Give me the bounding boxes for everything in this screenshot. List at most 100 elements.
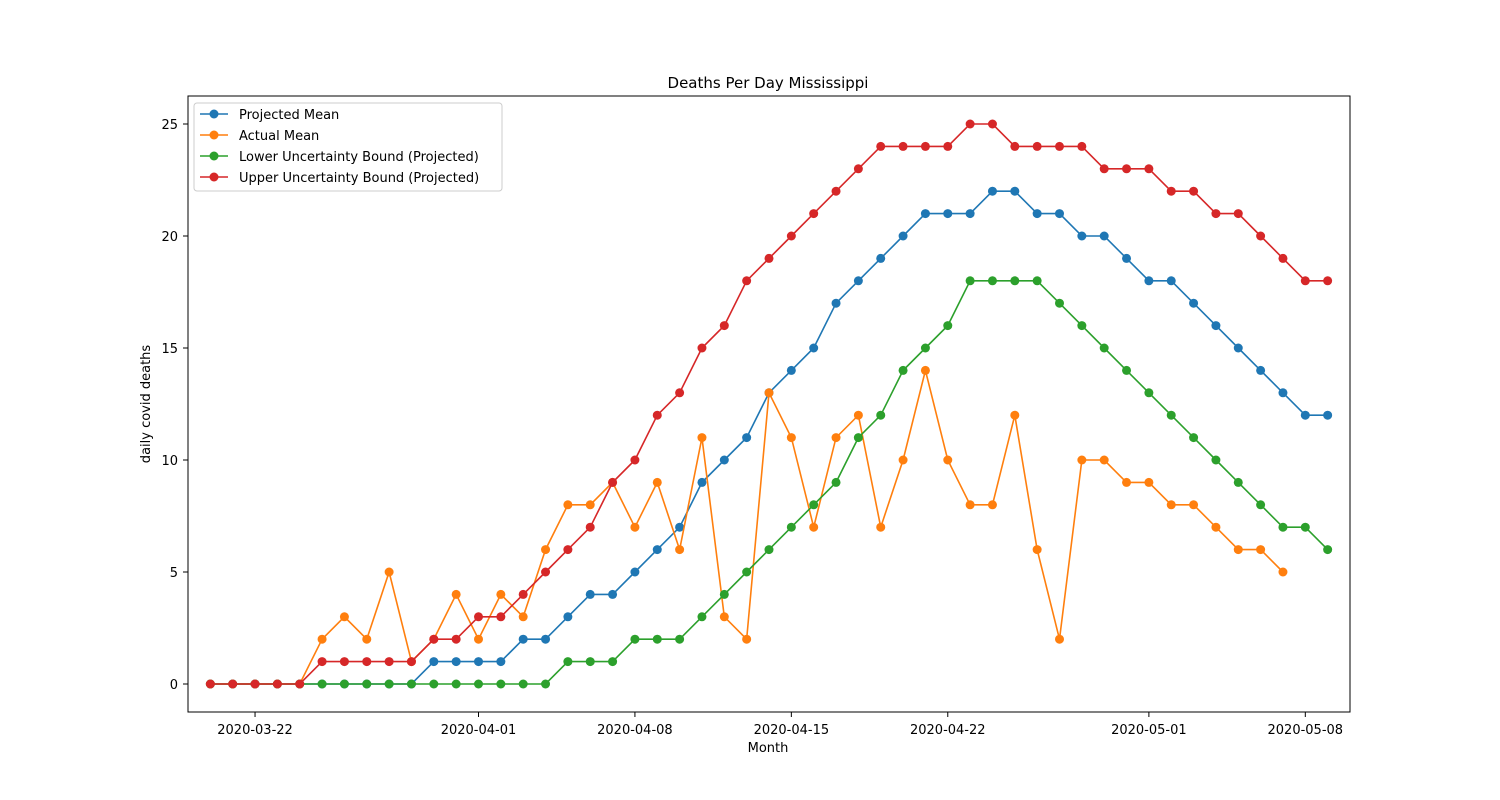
y-tick-label: 5 [170, 566, 178, 581]
data-point [809, 343, 819, 353]
data-point [1122, 253, 1132, 263]
data-point [474, 634, 483, 644]
data-point [764, 545, 774, 555]
data-point [831, 298, 841, 308]
data-point [451, 679, 461, 689]
data-point [943, 455, 953, 465]
x-tick-label: 2020-04-01 [441, 723, 517, 738]
data-point [719, 612, 729, 622]
data-point [675, 545, 685, 555]
data-point [786, 365, 796, 375]
data-point [898, 231, 908, 241]
data-point [272, 679, 282, 689]
data-point [630, 567, 640, 577]
data-point [943, 321, 953, 331]
data-point [697, 612, 707, 622]
data-point [451, 634, 461, 644]
data-point [1256, 545, 1266, 555]
x-axis-label: Month [748, 741, 789, 756]
data-point [987, 500, 997, 510]
data-point [1189, 500, 1199, 510]
data-point [764, 253, 774, 263]
data-point [697, 343, 707, 353]
data-point [1166, 276, 1176, 286]
data-point [474, 679, 483, 689]
legend-box [193, 102, 503, 192]
data-point [1122, 365, 1132, 375]
x-tick-label: 2020-04-22 [910, 723, 986, 738]
data-point [585, 657, 595, 667]
data-point [697, 433, 707, 443]
data-point [1189, 186, 1199, 196]
data-point [652, 410, 662, 420]
data-point [1300, 410, 1310, 420]
data-point [563, 612, 573, 622]
data-point [496, 679, 506, 689]
data-point [541, 567, 551, 577]
data-point [965, 276, 975, 286]
data-point [786, 433, 796, 443]
data-point [1055, 141, 1064, 151]
y-tick-label: 0 [170, 678, 178, 693]
data-point [1032, 276, 1042, 286]
y-tick-label: 15 [161, 342, 178, 357]
data-point [831, 477, 841, 487]
data-point [719, 455, 729, 465]
data-point [295, 679, 305, 689]
data-point [563, 500, 573, 510]
data-point [1166, 186, 1176, 196]
data-point [1300, 522, 1310, 532]
data-point [585, 500, 595, 510]
data-point [876, 522, 886, 532]
data-point [920, 209, 930, 219]
data-point [719, 589, 729, 599]
data-point [339, 679, 349, 689]
data-point [764, 388, 774, 398]
legend-swatch-marker [209, 109, 219, 119]
y-tick-label: 10 [161, 454, 178, 469]
data-point [943, 209, 953, 219]
data-point [876, 410, 886, 420]
data-point [1233, 477, 1243, 487]
data-point [1010, 141, 1020, 151]
data-point [1055, 209, 1064, 219]
data-point [362, 657, 372, 667]
legend-swatch-marker [209, 172, 219, 182]
data-point [451, 589, 461, 599]
data-point [384, 567, 394, 577]
data-point [406, 657, 416, 667]
data-point [541, 634, 551, 644]
data-point [675, 634, 685, 644]
data-point [920, 365, 930, 375]
data-point [809, 500, 819, 510]
data-point [630, 634, 640, 644]
data-point [831, 186, 841, 196]
data-point [518, 634, 528, 644]
data-point [697, 477, 707, 487]
data-point [1278, 253, 1288, 263]
data-point [1211, 522, 1221, 532]
data-point [1099, 164, 1109, 174]
data-point [987, 186, 997, 196]
x-tick-label: 2020-03-22 [217, 723, 293, 738]
legend-entry: Projected Mean [239, 108, 339, 123]
y-tick-label: 20 [161, 230, 178, 245]
data-point [1032, 545, 1042, 555]
data-point [518, 679, 528, 689]
x-tick-label: 2020-04-08 [597, 723, 673, 738]
legend-entry: Upper Uncertainty Bound (Projected) [239, 171, 479, 186]
series-line [210, 190, 1328, 685]
data-point [518, 612, 528, 622]
plot-area [205, 119, 1333, 689]
data-point [406, 679, 416, 689]
data-point [786, 522, 796, 532]
data-point [451, 657, 461, 667]
data-point [630, 455, 640, 465]
data-point [719, 321, 729, 331]
data-point [1144, 477, 1154, 487]
data-point [1211, 209, 1221, 219]
legend: Projected Mean Actual Mean Lower Uncertain… [193, 102, 503, 192]
data-point [1144, 164, 1154, 174]
data-point [608, 477, 618, 487]
